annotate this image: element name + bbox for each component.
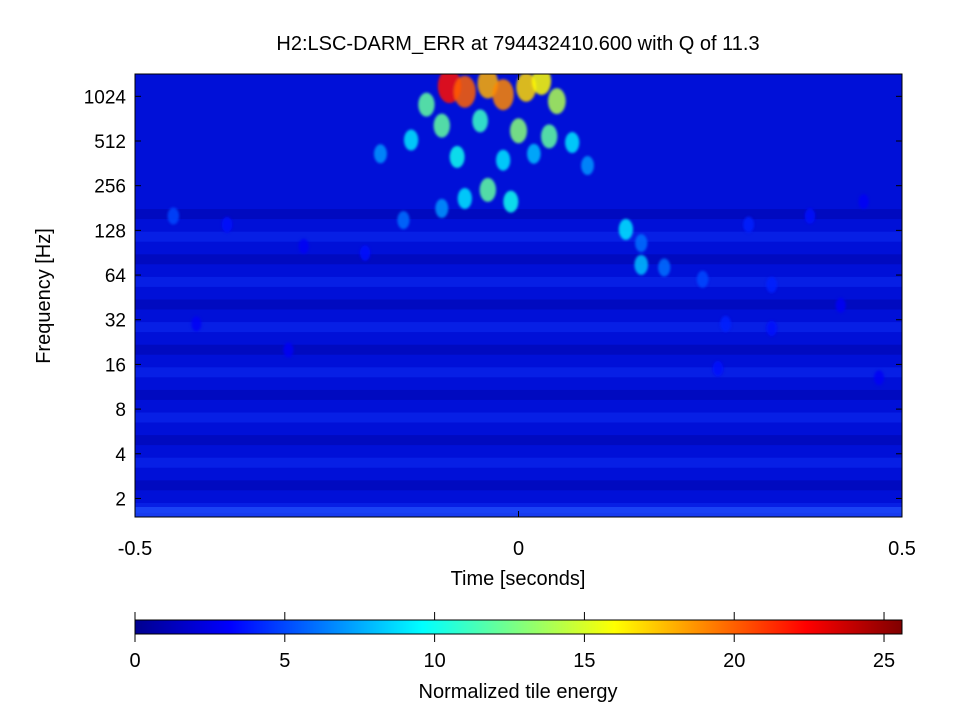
- x-tick-label: 0: [513, 538, 524, 560]
- colorbar-ticks: 0 5 10 15 20 25: [129, 612, 895, 672]
- heatmap-band: [135, 231, 902, 242]
- heatmap-tile: [496, 149, 511, 171]
- heatmap-tile: [167, 207, 180, 225]
- heatmap-tile: [449, 145, 465, 168]
- heatmap-band: [135, 367, 902, 378]
- colorbar-tick-label: 5: [279, 650, 290, 672]
- chart-title: H2:LSC-DARM_ERR at 794432410.600 with Q …: [276, 33, 759, 55]
- heatmap-tile: [766, 320, 777, 337]
- y-axis: 2 4 8 16 32 64 128 256 512 1024: [84, 87, 902, 510]
- heatmap-tile: [618, 218, 634, 240]
- heatmap-band: [135, 299, 902, 310]
- heatmap-tile: [531, 74, 552, 95]
- y-tick-label: 128: [94, 221, 126, 242]
- heatmap-tile: [397, 211, 410, 230]
- y-tick-label: 16: [105, 355, 126, 376]
- heatmap-band: [135, 322, 902, 333]
- heatmap-tile: [403, 129, 419, 151]
- heatmap-band: [135, 389, 902, 400]
- heatmap-tile: [298, 238, 309, 254]
- heatmap-tile: [766, 276, 778, 293]
- x-tick-label: 0.5: [888, 538, 916, 560]
- colorbar-tick-label: 25: [873, 650, 895, 672]
- heatmap-tile: [696, 270, 709, 288]
- y-tick-label: 256: [94, 177, 126, 198]
- heatmap-tile: [634, 254, 649, 275]
- colorbar-tick-label: 10: [423, 650, 445, 672]
- heatmap-tile: [835, 297, 846, 313]
- colorbar-tick-label: 15: [573, 650, 595, 672]
- heatmap-tile: [516, 74, 537, 102]
- heatmap-tile: [712, 360, 724, 377]
- x-axis-label: Time [seconds]: [451, 568, 586, 590]
- heatmap-tile: [540, 124, 558, 149]
- heatmap-tile: [191, 316, 202, 332]
- heatmap-tile: [435, 198, 449, 218]
- heatmap-tile: [433, 113, 450, 138]
- heatmap-tile: [565, 132, 580, 154]
- heatmap-tile: [359, 245, 371, 261]
- y-tick-label: 8: [115, 400, 126, 421]
- heatmap-tile: [635, 234, 648, 253]
- heatmap-tile: [527, 143, 541, 164]
- heatmap-band: [135, 480, 902, 491]
- heatmap-tile: [373, 144, 387, 164]
- heatmap-tile: [457, 187, 472, 209]
- colorbar-tick-label: 20: [723, 650, 745, 672]
- y-tick-label: 4: [115, 445, 126, 466]
- y-axis-label: Frequency [Hz]: [33, 228, 55, 364]
- heatmap-tile: [479, 177, 497, 202]
- heatmap-tile: [418, 92, 435, 117]
- heatmap-tile: [453, 75, 476, 108]
- y-tick-label: 512: [94, 132, 126, 153]
- heatmap-band: [135, 435, 902, 446]
- heatmap-tile: [873, 370, 885, 386]
- heatmap-bands: [135, 209, 902, 517]
- heatmap-background: [135, 74, 902, 517]
- heatmap-band: [135, 457, 902, 468]
- colorbar-label: Normalized tile energy: [419, 681, 618, 703]
- heatmap-band: [135, 254, 902, 265]
- heatmap-tile: [509, 118, 528, 144]
- heatmap-tile: [492, 79, 514, 111]
- heatmap-tile: [658, 258, 671, 277]
- heatmap-band: [135, 412, 902, 423]
- x-axis: -0.5 0 0.5: [118, 74, 916, 560]
- heatmap-band: [135, 276, 902, 287]
- colorbar: 0 5 10 15 20 25 Normalized tile energy: [129, 612, 903, 703]
- x-tick-label: -0.5: [118, 538, 152, 560]
- colorbar-tick-label: 0: [129, 650, 140, 672]
- heatmap-tile: [283, 342, 294, 358]
- heatmap-tile: [804, 208, 816, 224]
- heatmap-tile: [720, 315, 731, 332]
- y-tick-label: 1024: [84, 87, 127, 108]
- heatmap-tile: [858, 194, 869, 210]
- heatmap-tile: [503, 190, 519, 213]
- heatmap-blobs: [167, 74, 885, 386]
- y-tick-label: 32: [105, 311, 126, 332]
- heatmap-band: [135, 344, 902, 355]
- heatmap-tile: [743, 216, 754, 233]
- plot-area: [135, 74, 902, 517]
- heatmap-tile: [221, 216, 233, 233]
- y-tick-label: 2: [115, 489, 126, 510]
- colorbar-gradient: [134, 619, 903, 635]
- heatmap-tile: [472, 109, 488, 133]
- heatmap-tile: [547, 88, 566, 115]
- y-tick-label: 64: [105, 266, 127, 287]
- heatmap-band: [135, 209, 902, 220]
- heatmap-tile: [581, 156, 594, 176]
